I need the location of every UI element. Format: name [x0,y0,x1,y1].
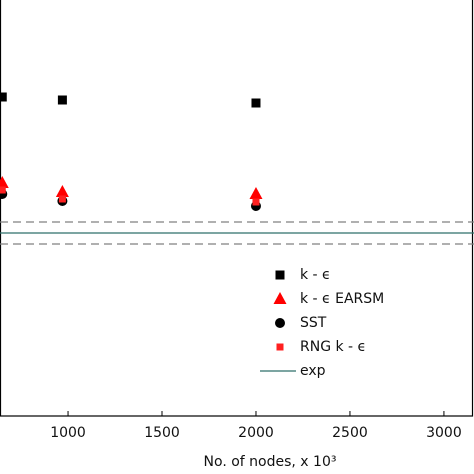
legend-label: RNG k - ϵ [300,339,366,355]
x-tick-label: 3000 [426,425,462,441]
circle-marker [275,318,285,328]
triangle-marker [0,176,9,188]
square-marker [58,195,66,203]
square-marker [251,98,261,108]
legend-label: SST [300,315,327,331]
plot-frame [0,0,474,417]
legend-label: k - ϵ EARSM [300,291,384,307]
square-marker [0,92,7,102]
square-marker [275,270,285,280]
x-axis-label: No. of nodes, x 10³ [204,454,337,470]
x-tick-label: 1500 [144,425,180,441]
triangle-marker [249,187,263,199]
x-tick-label: 1000 [50,425,86,441]
legend-label: k - ϵ [300,267,331,283]
triangle-marker [55,185,69,197]
x-tick-label: 2000 [238,425,274,441]
square-marker [252,198,260,206]
square-marker [0,186,6,194]
square-marker [276,343,284,351]
triangle-marker [273,292,287,304]
legend-label: exp [300,363,326,379]
square-marker [57,95,67,105]
x-tick-label: 2500 [332,425,368,441]
